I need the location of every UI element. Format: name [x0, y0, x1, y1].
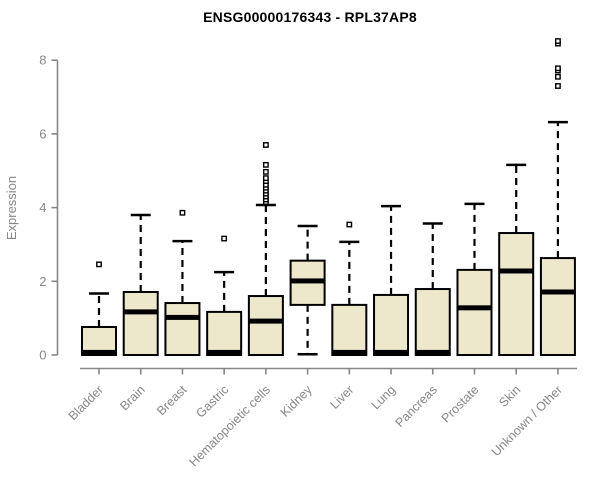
outlier-point	[96, 261, 102, 268]
outlier-point	[262, 168, 269, 175]
box	[498, 232, 535, 357]
x-tick-label: Skin	[496, 383, 523, 410]
box	[373, 293, 410, 357]
x-tick-label: Kidney	[278, 382, 315, 419]
outlier-point	[262, 175, 269, 182]
y-tick-label: 8	[39, 53, 46, 68]
y-axis-title: Expression	[4, 176, 19, 240]
x-tick-label: Prostate	[439, 383, 482, 426]
y-tick-label: 2	[39, 274, 46, 289]
outlier-point	[221, 235, 228, 242]
outlier-point	[262, 142, 269, 148]
x-tick-label: Gastric	[193, 383, 231, 421]
x-tick-label: Unknown / Other	[489, 383, 565, 459]
x-tick-label: Brain	[117, 383, 148, 414]
box	[122, 290, 159, 357]
box	[164, 302, 201, 357]
median-line	[123, 309, 158, 315]
median-line	[290, 278, 325, 284]
outlier-point	[262, 161, 269, 168]
outlier-point	[555, 38, 561, 44]
chart-title: ENSG00000176343 - RPL37AP8	[203, 9, 417, 25]
x-tick-label: Bladder	[66, 383, 106, 423]
median-line	[165, 314, 200, 320]
x-tick-label: Lung	[369, 383, 399, 413]
y-tick-label: 4	[39, 200, 46, 215]
y-tick-label: 6	[39, 126, 46, 141]
box	[456, 268, 493, 356]
x-tick-label: Liver	[327, 383, 356, 412]
x-tick-label: Hematopoietic cells	[186, 383, 273, 470]
outlier-point	[179, 209, 186, 216]
box	[414, 288, 451, 357]
box	[247, 295, 284, 357]
median-line	[415, 349, 450, 355]
x-tick-label: Breast	[154, 382, 190, 418]
box	[331, 303, 368, 357]
median-line	[332, 349, 367, 355]
outlier-point	[555, 65, 561, 72]
y-tick-label: 0	[39, 348, 46, 363]
median-line	[457, 305, 492, 311]
median-line	[248, 318, 283, 324]
median-line	[82, 349, 116, 355]
outlier-point	[555, 73, 561, 80]
median-line	[499, 268, 534, 274]
median-line	[207, 349, 242, 355]
box	[206, 310, 243, 356]
box	[539, 257, 576, 356]
median-line	[374, 349, 409, 355]
outlier-point	[555, 83, 561, 89]
x-tick-label: Pancreas	[393, 383, 440, 430]
median-line	[540, 289, 575, 295]
outlier-point	[346, 221, 353, 228]
